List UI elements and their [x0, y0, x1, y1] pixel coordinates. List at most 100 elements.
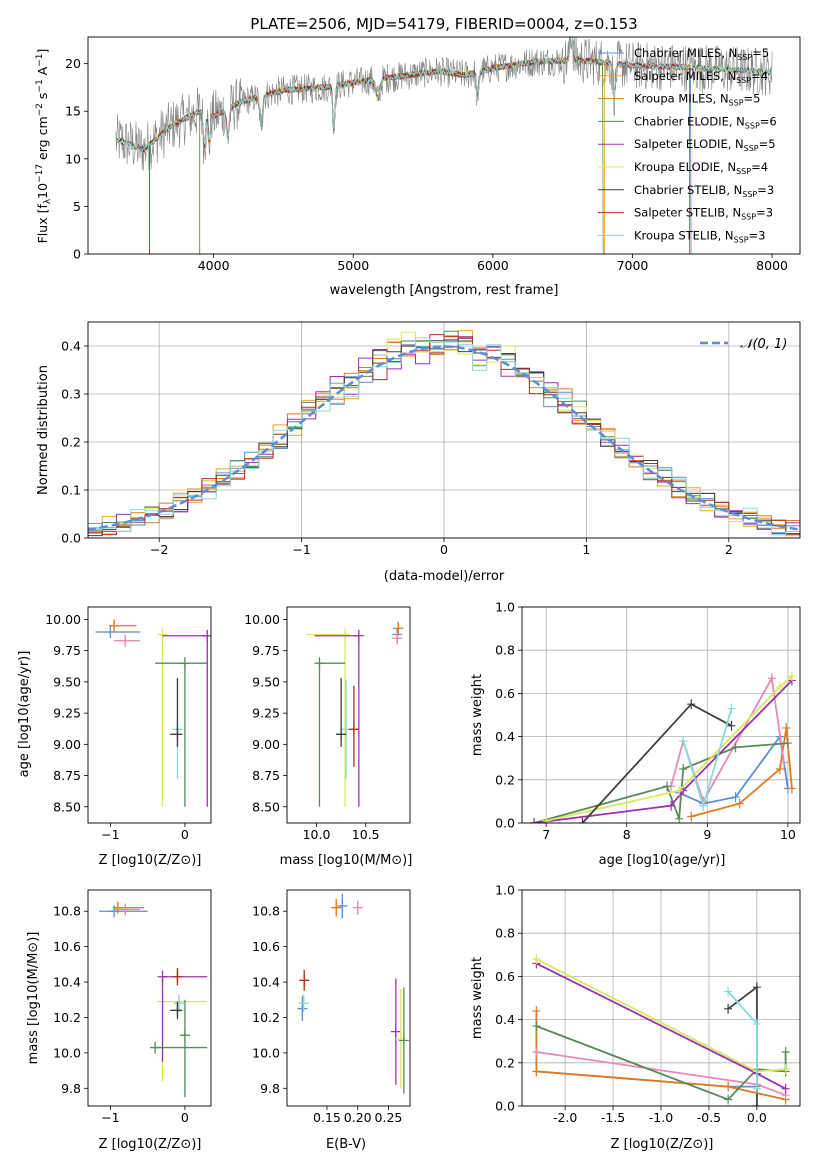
weight-point [779, 757, 788, 768]
residuals-ytick-label: 0.3 [61, 387, 81, 402]
errorbar-point [352, 901, 363, 914]
legend-entry: Kroupa MILES, NSSP=5 [634, 92, 760, 108]
errorbar-point [157, 970, 168, 983]
spectrum-lines [115, 37, 773, 254]
age_vs_mass-frame [286, 606, 411, 824]
errorbar-point [173, 997, 184, 1010]
agez-ylabel: age [log10(age/yr)] [17, 651, 32, 778]
weight-point [787, 671, 796, 682]
errorbar-point [109, 619, 120, 632]
age_vs_mass-points [306, 621, 404, 807]
weight-point [699, 800, 708, 811]
weight-point [727, 720, 736, 731]
weight-point [782, 722, 791, 733]
errorbar-point [297, 1002, 308, 1015]
weight-point [679, 764, 688, 774]
mass_vs_ebv-ytick-label: 10.2 [252, 1010, 280, 1025]
mass_vs_Z-ytick-label: 10.2 [53, 1010, 81, 1025]
mass_vs_ebv-points [297, 893, 409, 1094]
residual-hists [88, 330, 800, 537]
errorbar-point [353, 629, 364, 642]
massebv-xlabel: E(B-V) [326, 1137, 366, 1152]
mass_vs_ebv-xtick-label: 0.15 [313, 1110, 341, 1125]
weight-point [727, 703, 736, 714]
spectrum-ytick-label: 0 [73, 247, 81, 262]
legend-entry: Salpeter MILES, NSSP=4 [634, 69, 768, 85]
age_vs_Z-ytick-label: 9.00 [53, 737, 81, 752]
weight-point [775, 681, 784, 692]
age_vs_mass-ytick-label: 8.75 [252, 768, 280, 783]
spectrum-xtick-label: 8000 [756, 258, 788, 273]
weight-series-line [533, 679, 793, 823]
age_vs_mass-ytick-label: 9.25 [252, 706, 280, 721]
mass_vs_ebv-frame [286, 889, 411, 1107]
weight-point [532, 1021, 541, 1032]
weight_vs_age-xtick-label: 7 [542, 827, 550, 842]
spectrum-model-line [199, 37, 604, 254]
spectrum-ylabel: Flux [fλ10−17 erg cm−2 s−1 A−1] [35, 49, 53, 244]
weight-point [532, 1066, 541, 1077]
weight-point [675, 813, 684, 823]
weight_vs_Z-ytick-label: 0.0 [495, 1099, 515, 1114]
mass_vs_Z-points [99, 901, 208, 1098]
wage-xlabel: age [log10(age/yr)] [599, 853, 726, 868]
mass_vs_ebv-ytick-label: 10.4 [252, 975, 280, 990]
legend-entry: Chabrier ELODIE, NSSP=6 [634, 114, 777, 130]
spectrum-ytick-label: 15 [65, 104, 81, 119]
errorbar-point [340, 628, 351, 641]
age_vs_Z-xtick-label: −1 [101, 827, 119, 842]
errorbar-point [314, 657, 325, 670]
errorbar-point [398, 1034, 409, 1047]
weight_vs_Z-ytick-label: 0.8 [495, 926, 515, 941]
weight-point [724, 1081, 733, 1092]
weight_vs_age-lines [530, 671, 796, 823]
errorbar-point [348, 723, 359, 736]
errorbar-point [393, 622, 404, 635]
errorbar-point [157, 628, 168, 641]
spectrum-xtick-label: 5000 [337, 258, 369, 273]
spectrum-xlabel: wavelength [Angstrom, rest frame] [330, 283, 559, 298]
mass_vs_ebv-ytick-label: 10.6 [252, 939, 280, 954]
age_vs_Z-ytick-label: 9.50 [53, 674, 81, 689]
weight_vs_Z-xtick-label: -1.0 [649, 1110, 673, 1125]
legend-entry: Kroupa STELIB, NSSP=3 [634, 228, 765, 244]
mass_vs_Z-xtick-label: 0 [181, 1110, 189, 1125]
weight-point [532, 954, 541, 965]
age_vs_Z-ytick-label: 8.75 [53, 768, 81, 783]
residuals-xtick-label: 2 [725, 542, 733, 557]
weight-point [752, 1083, 761, 1094]
mass_vs_ebv-ytick-label: 9.8 [260, 1081, 280, 1096]
weight-point [675, 785, 684, 796]
spectrum-xtick-label: 4000 [198, 258, 230, 273]
weight_vs_age-ytick-label: 1.0 [495, 600, 515, 615]
age_vs_mass-xtick-label: 10.5 [352, 827, 380, 842]
age_vs_Z-axes: −1 0 8.50 8.75 9.00 9.25 9.50 9.75 10.00 [45, 612, 189, 842]
weight-point [724, 1094, 733, 1105]
mass_vs_Z-axes: −1 0 9.8 10.0 10.2 10.4 10.6 10.8 [53, 904, 189, 1125]
residual-step-line [88, 339, 800, 537]
weight_vs_age-ytick-label: 0.8 [495, 643, 515, 658]
spectrum-ytick-label: 20 [65, 56, 81, 71]
weight-point [663, 781, 672, 792]
legend-entry: Chabrier STELIB, NSSP=3 [634, 183, 774, 199]
errorbar-point [390, 1025, 401, 1038]
weight_vs_age-frame [521, 606, 801, 824]
residuals-ytick-label: 0.4 [61, 339, 81, 354]
weight_vs_age-axes: 7 8 9 10 0.0 0.2 0.4 0.6 0.8 1.0 [495, 600, 800, 842]
errorbar-point [336, 728, 347, 741]
mass_vs_Z-ytick-label: 10.6 [53, 939, 81, 954]
errorbar-point [331, 901, 342, 914]
weight-series-line [533, 742, 788, 823]
errorbar-point [172, 970, 183, 983]
weight-point [532, 1005, 541, 1016]
weight-point [724, 986, 733, 997]
weight-point [735, 798, 744, 809]
weight-point [752, 982, 761, 993]
age_vs_Z-xtick-label: 0 [181, 827, 189, 842]
agez-xlabel: Z [log10(Z/Z⊙)] [99, 853, 202, 868]
mass_vs_ebv-xtick-label: 0.25 [375, 1110, 403, 1125]
legend-entry: Salpeter ELODIE, NSSP=5 [634, 137, 776, 153]
mass_vs_ebv-axes: 0.15 0.20 0.25 9.8 10.0 10.2 10.4 10.6 10.8 [252, 904, 402, 1125]
mass_vs_Z-ytick-label: 9.8 [61, 1081, 81, 1096]
